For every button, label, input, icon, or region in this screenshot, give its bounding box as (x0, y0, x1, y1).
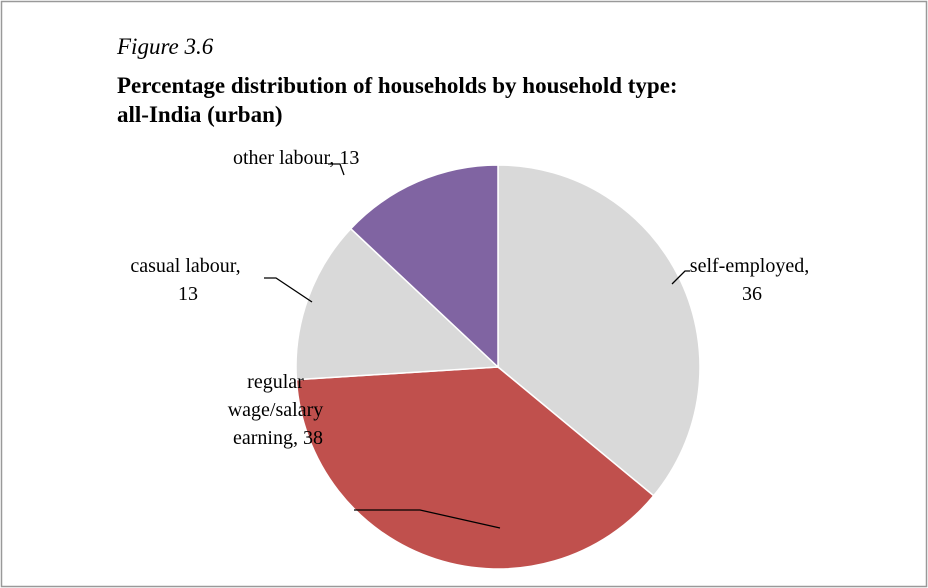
pie-slice (295, 366, 655, 570)
data-label: other labour, 13 (233, 147, 359, 169)
leader-line (264, 277, 313, 303)
label-line: Percentage distribution of households by… (117, 73, 683, 98)
leader-line (671, 270, 690, 285)
leader-line (328, 163, 345, 176)
label-line: 36 (742, 283, 762, 305)
data-label: regular wage/salary earning, 38 (228, 371, 329, 449)
chart-title: Percentage distribution of households by… (117, 73, 683, 127)
figure-label: Figure 3.6 (116, 34, 214, 59)
label-line: wage/salary (228, 399, 329, 421)
label-line: casual labour, (130, 255, 245, 277)
data-label: casual labour, 13 (130, 255, 245, 305)
pie-slice (497, 164, 701, 497)
label-line: regular (247, 371, 309, 393)
pie (295, 164, 701, 570)
label-line: all-India (urban) (117, 102, 283, 127)
label-line: earning, 38 (233, 427, 323, 449)
data-label: self-employed, 36 (690, 255, 814, 305)
pie-slice (349, 164, 499, 369)
label-line: other labour, 13 (233, 147, 359, 169)
leader-line (354, 509, 501, 529)
label-line: self-employed, (690, 255, 814, 277)
label-line: 13 (178, 283, 198, 305)
